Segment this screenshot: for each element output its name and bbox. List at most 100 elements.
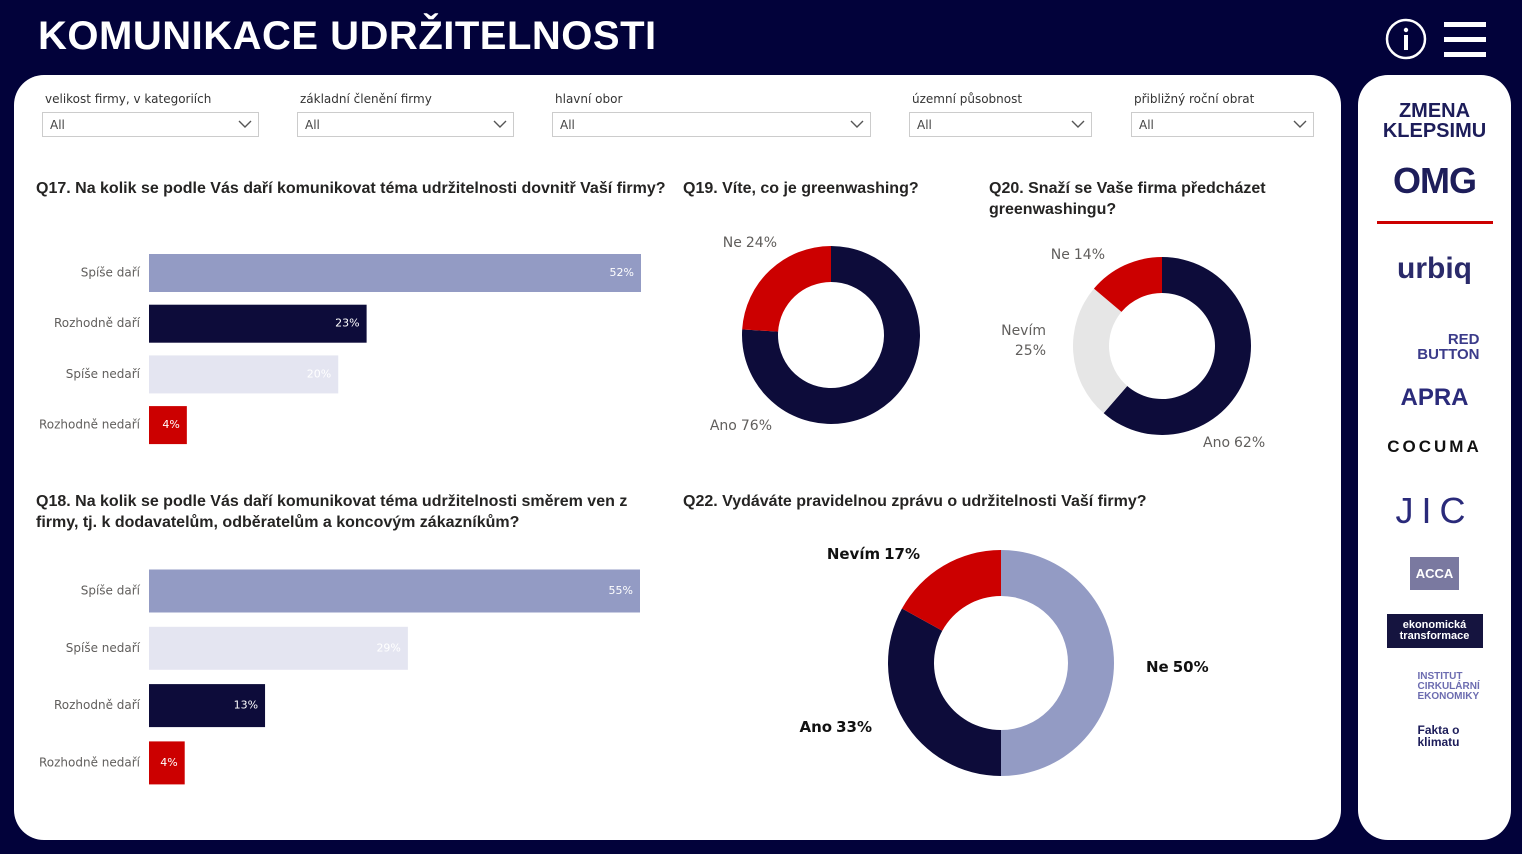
chevron-path: [238, 120, 252, 128]
filter-label: hlavní obor: [555, 92, 623, 106]
bar: [149, 741, 185, 785]
value-label: 29%: [376, 641, 400, 654]
sponsor-logo: JIC: [1395, 490, 1474, 531]
data-label: Ano 33%: [800, 718, 873, 736]
sponsor-logo: INSTITUT CIRKULÁRNÍ EKONOMIKY: [1417, 671, 1480, 702]
sponsor-logo: ACCA: [1409, 557, 1460, 590]
label-value: 62%: [1234, 435, 1265, 451]
category-label: Spíše daří: [81, 584, 141, 598]
label-value: 50%: [1173, 658, 1209, 676]
page-title: KOMUNIKACE UDRŽITELNOSTI: [38, 14, 657, 58]
bar-chart: Spíše daří 55% Spíše nedaří 29% Rozhodně dař…: [39, 569, 640, 785]
filter-dropdown[interactable]: All: [909, 112, 1092, 137]
label-category: Ano: [1203, 435, 1230, 451]
value-label: 4%: [160, 756, 177, 769]
value-label: 13%: [234, 699, 258, 712]
sponsor-logo: APRA: [1400, 384, 1469, 411]
menu-button[interactable]: [1444, 22, 1486, 57]
sponsor-logo: COCUMA: [1387, 437, 1482, 456]
bar: [149, 304, 367, 343]
category-label: Rozhodně daří: [54, 316, 141, 330]
filter-dropdown[interactable]: All: [42, 112, 259, 137]
category-label: Spíše nedaří: [66, 367, 141, 381]
sponsor-logo: RED BUTTON: [1417, 331, 1480, 363]
label-value: 17%: [884, 545, 920, 563]
chevron-path: [1293, 120, 1307, 128]
label-category: Ne: [723, 235, 742, 251]
filter: základní členění firmy All: [297, 92, 514, 137]
bar: [149, 355, 339, 394]
filter-label: přibližný roční obrat: [1134, 92, 1255, 106]
sponsor-sidebar: ZMENA KLEPSIMU OMG urbiq RED BUTTON APRA COCU…: [1358, 75, 1511, 840]
category-label: Spíše daří: [81, 266, 141, 280]
data-label: Nevím 17%: [827, 545, 920, 563]
filter: územní působnost All: [909, 92, 1092, 137]
bar: [149, 626, 408, 670]
bar: [149, 254, 641, 292]
donut-segment: [742, 246, 831, 332]
donut-segment: [888, 608, 1001, 776]
label-value: 76%: [741, 418, 772, 434]
filter-dropdown[interactable]: All: [297, 112, 514, 137]
filter-label: základní členění firmy: [300, 92, 432, 106]
value-label: 52%: [610, 266, 634, 279]
chevron: [493, 120, 507, 128]
data-label: Ano 62%: [1203, 435, 1265, 451]
label-category: Ne: [1051, 247, 1070, 263]
filter-label: územní působnost: [912, 92, 1023, 106]
label-category: Ne: [1146, 658, 1169, 676]
donut-segment: [741, 246, 921, 424]
header-icons: [1385, 18, 1486, 60]
value-label: 55%: [609, 584, 633, 597]
chart-title: Q20. Snaží se Vaše firma předcházet gree…: [989, 180, 1266, 218]
sponsor-logo: Fakta o klimatu: [1417, 723, 1460, 749]
chevron: [850, 120, 864, 128]
category-label: Spíše nedaří: [66, 641, 141, 655]
label-category: Nevím: [1001, 323, 1046, 339]
data-label: Ano 76%: [710, 418, 772, 434]
label-category: Ano: [710, 418, 737, 434]
data-label: Ne 50%: [1146, 658, 1209, 676]
info-button[interactable]: [1385, 18, 1427, 60]
donut-chart: Ano 76% Ne 24%: [710, 235, 921, 434]
data-label: Ne 14%: [1051, 247, 1105, 263]
donut-segment: [901, 550, 1001, 631]
filter: přibližný roční obrat All: [1131, 92, 1314, 137]
category-label: Rozhodně nedaří: [39, 418, 141, 432]
chevron: [1293, 120, 1307, 128]
value-label: 4%: [162, 418, 179, 431]
donut-segment: [1001, 550, 1114, 776]
sponsor-logo: ZMENA KLEPSIMU: [1382, 100, 1487, 142]
chevron-path: [1071, 120, 1085, 128]
chevron-path: [493, 120, 507, 128]
chevron: [1071, 120, 1085, 128]
filter-dropdown[interactable]: All: [1131, 112, 1314, 137]
filter: hlavní obor All: [552, 92, 871, 137]
chart-title: Q19. Víte, co je greenwashing?: [683, 180, 919, 197]
bar-chart: Spíše daří 52% Rozhodně daří 23% Spíše nedař…: [39, 254, 641, 445]
data-label: Ne 24%: [723, 235, 777, 251]
label-category: Nevím: [827, 545, 880, 563]
value-label: 20%: [307, 367, 331, 380]
donut-segment: [1073, 288, 1128, 414]
chart-title: Q22. Vydáváte pravidelnou zprávu o udrži…: [683, 493, 1147, 510]
label-value: 14%: [1074, 247, 1105, 263]
donut-segment: [1093, 257, 1162, 312]
donut-segment: [1103, 257, 1251, 436]
label-value: 24%: [746, 235, 777, 251]
filter-label: velikost firmy, v kategoriích: [45, 92, 212, 106]
category-label: Rozhodně daří: [54, 698, 141, 712]
bar: [149, 569, 640, 613]
chart-title: Q18. Na kolik se podle Vás daří komuniko…: [36, 493, 628, 531]
chart-title: Q17. Na kolik se podle Vás daří komuniko…: [36, 180, 666, 197]
chevron-path: [850, 120, 864, 128]
sponsor-logo: ekonomická transformace: [1386, 614, 1483, 648]
filter-dropdown[interactable]: All: [552, 112, 871, 137]
label-value: 33%: [836, 718, 872, 736]
label-category: Ano: [800, 718, 833, 736]
data-label: Nevím 25%: [1001, 323, 1046, 359]
bar: [149, 406, 187, 445]
sponsor-logo: OMG: [1376, 163, 1493, 224]
chevron: [238, 120, 252, 128]
